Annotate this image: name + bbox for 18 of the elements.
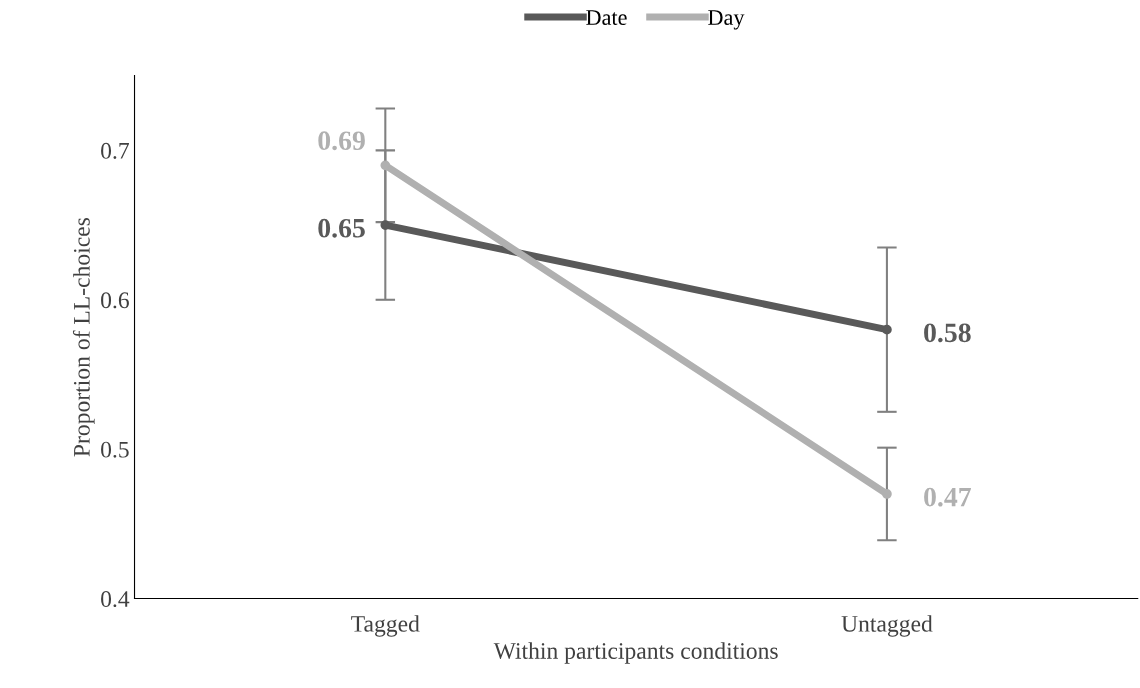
point [380, 160, 391, 171]
y-tick-label: 0.6 [101, 292, 129, 309]
y-tick-label: 0.5 [101, 441, 129, 458]
point [882, 324, 892, 335]
y-tick-label: 0.4 [101, 591, 130, 608]
x-tick-label: Untagged [841, 615, 933, 637]
data-label: 0.58 [924, 323, 971, 343]
x-axis-title: Within participants conditions [493, 642, 778, 664]
data-label: 0.69 [318, 131, 365, 151]
data-label: 0.65 [318, 218, 365, 238]
x-tick-label: Tagged [351, 615, 420, 637]
point [380, 220, 391, 230]
y-tick-label: 0.7 [101, 142, 129, 159]
data-label: 0.47 [924, 487, 971, 507]
y-axis-title: Proportion of LL-choices [72, 217, 95, 457]
point [882, 489, 892, 499]
legend-label: Day [708, 10, 745, 30]
legend-label: Date [586, 10, 627, 25]
